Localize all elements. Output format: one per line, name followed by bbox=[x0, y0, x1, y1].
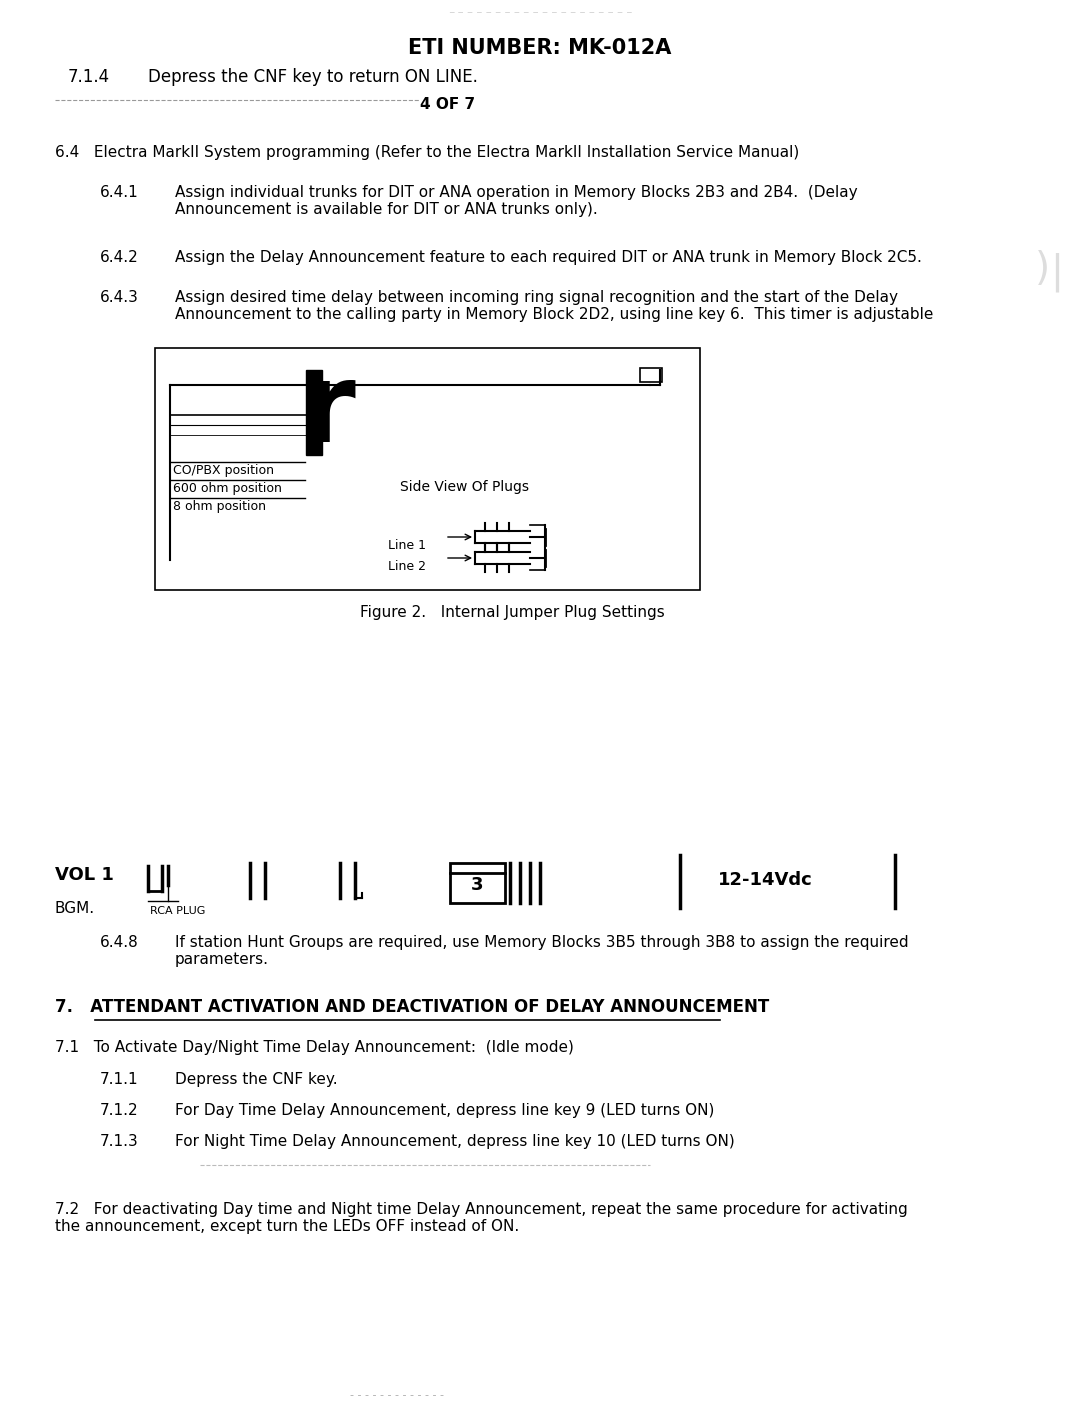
Text: CO/PBX position: CO/PBX position bbox=[173, 463, 274, 477]
Text: 4 OF 7: 4 OF 7 bbox=[420, 97, 475, 112]
Text: Assign the Delay Announcement feature to each required DIT or ANA trunk in Memor: Assign the Delay Announcement feature to… bbox=[175, 250, 922, 265]
Text: 600 ohm position: 600 ohm position bbox=[173, 482, 282, 496]
Text: 7.1.2: 7.1.2 bbox=[100, 1104, 138, 1118]
Text: Figure 2.   Internal Jumper Plug Settings: Figure 2. Internal Jumper Plug Settings bbox=[360, 605, 665, 621]
Text: 6.4   Electra MarkII System programming (Refer to the Electra MarkII Installatio: 6.4 Electra MarkII System programming (R… bbox=[55, 145, 799, 160]
Text: 6.4.1: 6.4.1 bbox=[100, 185, 138, 199]
Bar bbox=[306, 371, 322, 455]
Text: BGM.: BGM. bbox=[55, 901, 95, 915]
Text: RCA PLUG: RCA PLUG bbox=[150, 906, 205, 915]
Text: 6.4.3: 6.4.3 bbox=[100, 291, 139, 305]
Text: 7.1.4: 7.1.4 bbox=[68, 67, 110, 86]
Text: 12-14Vdc: 12-14Vdc bbox=[718, 870, 813, 889]
Text: 8 ohm position: 8 ohm position bbox=[173, 500, 266, 512]
Text: For Night Time Delay Announcement, depress line key 10 (LED turns ON): For Night Time Delay Announcement, depre… bbox=[175, 1134, 734, 1148]
Text: |: | bbox=[1050, 251, 1063, 292]
Text: Depress the CNF key.: Depress the CNF key. bbox=[175, 1073, 338, 1087]
Text: If station Hunt Groups are required, use Memory Blocks 3B5 through 3B8 to assign: If station Hunt Groups are required, use… bbox=[175, 935, 908, 967]
Text: Assign individual trunks for DIT or ANA operation in Memory Blocks 2B3 and 2B4. : Assign individual trunks for DIT or ANA … bbox=[175, 185, 858, 218]
Text: Depress the CNF key to return ON LINE.: Depress the CNF key to return ON LINE. bbox=[148, 67, 477, 86]
Bar bbox=[156, 348, 700, 590]
Text: Line 1: Line 1 bbox=[388, 539, 426, 552]
Text: ─  ─  ─  ─  ─  ─  ─  ─  ─  ─  ─  ─  ─  ─  ─  ─  ─  ─  ─  ─: ─ ─ ─ ─ ─ ─ ─ ─ ─ ─ ─ ─ ─ ─ ─ ─ ─ ─ ─ ─ bbox=[448, 8, 632, 17]
Text: 7.1.3: 7.1.3 bbox=[100, 1134, 138, 1148]
Text: 3: 3 bbox=[471, 876, 483, 894]
Text: ETI NUMBER: MK-012A: ETI NUMBER: MK-012A bbox=[408, 38, 672, 58]
Text: VOL 1: VOL 1 bbox=[55, 866, 113, 885]
Text: Side View Of Plugs: Side View Of Plugs bbox=[400, 480, 529, 494]
Text: For Day Time Delay Announcement, depress line key 9 (LED turns ON): For Day Time Delay Announcement, depress… bbox=[175, 1104, 714, 1118]
Text: ): ) bbox=[1035, 250, 1050, 288]
Text: 7.   ATTENDANT ACTIVATION AND DEACTIVATION OF DELAY ANNOUNCEMENT: 7. ATTENDANT ACTIVATION AND DEACTIVATION… bbox=[55, 998, 769, 1016]
Bar bbox=[450, 863, 505, 903]
Text: 7.2   For deactivating Day time and Night time Delay Announcement, repeat the sa: 7.2 For deactivating Day time and Night … bbox=[55, 1202, 908, 1234]
Text: 6.4.2: 6.4.2 bbox=[100, 250, 138, 265]
Bar bbox=[640, 368, 662, 382]
Text: - - - - - - - - - - - - -: - - - - - - - - - - - - - bbox=[350, 1390, 444, 1400]
Text: Assign desired time delay between incoming ring signal recognition and the start: Assign desired time delay between incomi… bbox=[175, 291, 933, 323]
Text: r: r bbox=[301, 358, 356, 465]
Text: 7.1   To Activate Day/Night Time Delay Announcement:  (Idle mode): 7.1 To Activate Day/Night Time Delay Ann… bbox=[55, 1040, 573, 1054]
Text: 7.1.1: 7.1.1 bbox=[100, 1073, 138, 1087]
Text: Line 2: Line 2 bbox=[388, 560, 426, 573]
Text: 6.4.8: 6.4.8 bbox=[100, 935, 138, 951]
